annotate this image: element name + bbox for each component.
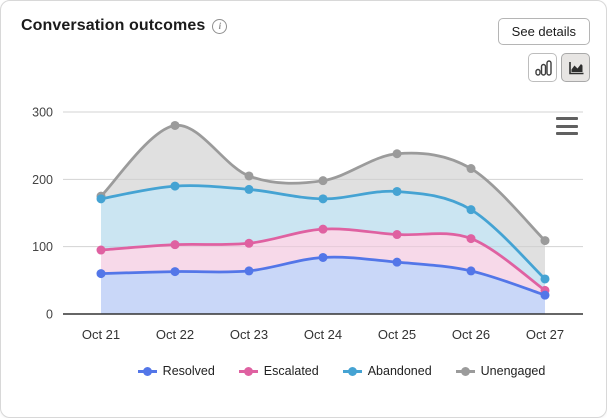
column-chart-toggle-button[interactable] — [528, 53, 557, 82]
legend-label: Unengaged — [480, 364, 546, 378]
point-abandoned[interactable] — [392, 186, 402, 196]
x-axis-tick-label: Oct 27 — [526, 327, 564, 342]
point-escalated[interactable] — [170, 240, 180, 250]
x-axis-tick-label: Oct 26 — [452, 327, 490, 342]
legend-marker-icon — [342, 366, 362, 376]
point-escalated[interactable] — [318, 224, 328, 234]
point-resolved[interactable] — [244, 266, 254, 276]
y-axis-tick-label: 300 — [32, 106, 53, 120]
card-header: Conversation outcomes i — [21, 17, 228, 35]
point-unengaged[interactable] — [466, 164, 476, 174]
point-escalated[interactable] — [466, 234, 476, 244]
point-escalated[interactable] — [244, 238, 254, 248]
hamburger-menu-icon — [556, 132, 578, 135]
point-resolved[interactable] — [96, 269, 106, 279]
x-axis-tick-label: Oct 22 — [156, 327, 194, 342]
point-abandoned[interactable] — [170, 181, 180, 191]
x-axis-tick-label: Oct 25 — [378, 327, 416, 342]
point-resolved[interactable] — [392, 257, 402, 267]
point-unengaged[interactable] — [392, 149, 402, 159]
legend-item-escalated[interactable]: Escalated — [238, 364, 319, 378]
area-chart-icon — [568, 61, 583, 74]
legend-item-abandoned[interactable]: Abandoned — [342, 364, 432, 378]
hamburger-menu-icon — [556, 117, 578, 120]
legend-label: Abandoned — [367, 364, 432, 378]
y-axis-tick-label: 0 — [46, 308, 53, 322]
point-resolved[interactable] — [170, 267, 180, 277]
page-title: Conversation outcomes — [21, 17, 206, 34]
x-axis-tick-label: Oct 24 — [304, 327, 342, 342]
point-escalated[interactable] — [96, 245, 106, 255]
point-resolved[interactable] — [540, 290, 550, 300]
point-unengaged[interactable] — [170, 120, 180, 130]
point-resolved[interactable] — [466, 266, 476, 276]
point-abandoned[interactable] — [96, 194, 106, 204]
point-unengaged[interactable] — [244, 171, 254, 181]
area-chart-plot: 0 100 200 300 Oct 21 Oct 22 Oct 23 Oct 24 Oct 25… — [32, 106, 583, 342]
chart-type-toggles — [528, 53, 590, 82]
y-axis-tick-label: 100 — [32, 240, 53, 254]
point-unengaged[interactable] — [318, 176, 328, 186]
x-axis-tick-label: Oct 21 — [82, 327, 120, 342]
point-escalated[interactable] — [392, 230, 402, 240]
point-abandoned[interactable] — [318, 194, 328, 204]
chart-context-menu-button[interactable] — [556, 116, 578, 136]
see-details-button[interactable]: See details — [497, 18, 590, 45]
area-resolved — [101, 257, 545, 314]
point-abandoned[interactable] — [540, 274, 550, 284]
column-chart-icon — [534, 59, 552, 76]
legend-marker-icon — [238, 366, 258, 376]
x-axis-tick-label: Oct 23 — [230, 327, 268, 342]
legend-marker-icon — [137, 366, 157, 376]
point-abandoned[interactable] — [244, 184, 254, 194]
legend-item-resolved[interactable]: Resolved — [137, 364, 215, 378]
point-resolved[interactable] — [318, 252, 328, 262]
area-chart-toggle-button[interactable] — [561, 53, 590, 82]
point-unengaged[interactable] — [540, 236, 550, 246]
legend-marker-icon — [455, 366, 475, 376]
point-abandoned[interactable] — [466, 205, 476, 215]
hamburger-menu-icon — [556, 124, 578, 128]
chart-legend: Resolved Escalated Abandoned Unengaged — [39, 364, 606, 378]
y-axis-tick-label: 200 — [32, 173, 53, 187]
legend-label: Resolved — [162, 364, 215, 378]
legend-item-unengaged[interactable]: Unengaged — [455, 364, 546, 378]
legend-label: Escalated — [263, 364, 319, 378]
info-icon[interactable]: i — [212, 18, 228, 34]
